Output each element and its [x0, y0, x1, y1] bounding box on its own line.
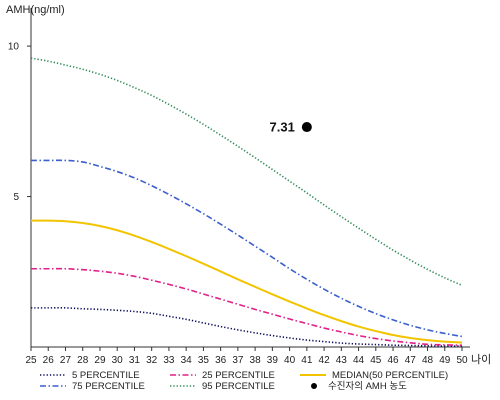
x-tick-label: 25 [25, 355, 37, 366]
x-tick-label: 47 [405, 355, 417, 366]
legend-label-2: MEDIAN(50 PERCENTILE) [332, 370, 448, 381]
axes: 5 10 25 26 27 28 29 30 31 32 33 34 35 36 37 38 39 40 41 42 4… [8, 8, 470, 366]
x-tick-label: 32 [146, 355, 158, 366]
series-line-0 [30, 307, 463, 347]
x-tick-label: 42 [319, 355, 331, 366]
x-tick-label: 29 [94, 355, 106, 366]
x-tick-label: 39 [267, 355, 279, 366]
series-line-2 [30, 219, 463, 344]
x-tick-label: 34 [181, 355, 193, 366]
points-layer: 7.31 [270, 120, 312, 135]
x-tick-label: 40 [284, 355, 296, 366]
x-tick-label: 35 [198, 355, 210, 366]
x-tick-label: 38 [250, 355, 262, 366]
legend-label-point: 수진자의 AMH 농도 [328, 381, 407, 392]
y-tick-label: 5 [13, 192, 19, 203]
x-tick-label: 46 [387, 355, 399, 366]
patient-amh-value-label: 7.31 [270, 120, 295, 135]
x-tick-label: 44 [353, 355, 365, 366]
legend-marker-point [311, 383, 317, 389]
x-tick-label: 41 [301, 355, 313, 366]
x-tick-label: 43 [336, 355, 348, 366]
series-line-1 [31, 267, 463, 346]
x-tick-label: 31 [129, 355, 141, 366]
x-tick-label: 45 [370, 355, 382, 366]
x-tick-label: 28 [77, 355, 89, 366]
x-tick-label: 48 [422, 355, 434, 366]
legend-label-0: 5 PERCENTILE [72, 370, 140, 381]
legend-label-3: 75 PERCENTILE [72, 381, 145, 392]
legend: 5 PERCENTILE 25 PERCENTILE MEDIAN(50 PERCE… [40, 370, 448, 392]
x-tick-label: 30 [112, 355, 124, 366]
legend-label-1: 25 PERCENTILE [202, 370, 275, 381]
x-axis-title: 나이 [471, 353, 491, 366]
x-tick-label: 37 [232, 355, 244, 366]
x-tick-label: 50 [456, 355, 468, 366]
x-tick-label: 27 [60, 355, 72, 366]
y-axis-title: AMH(ng/ml) [6, 4, 65, 16]
y-tick-label: 10 [8, 42, 20, 53]
series-line-4 [30, 57, 463, 287]
x-tick-label: 36 [215, 355, 227, 366]
legend-label-4: 95 PERCENTILE [202, 381, 275, 392]
series-line-3 [30, 159, 463, 338]
series-layer [30, 57, 463, 347]
x-tick-label: 33 [163, 355, 175, 366]
x-tick-label: 26 [43, 355, 55, 366]
patient-amh-point [301, 122, 312, 133]
x-tick-label: 49 [439, 355, 451, 366]
